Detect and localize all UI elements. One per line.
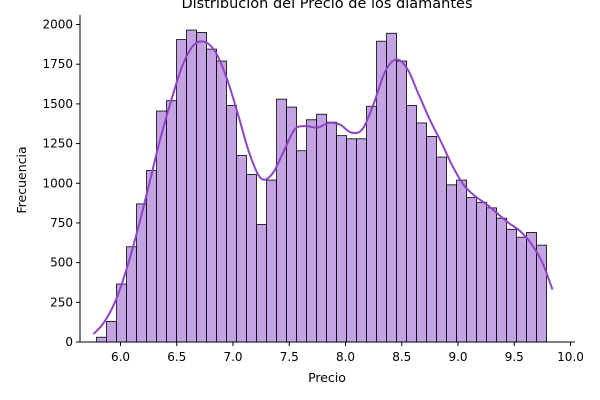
- y-tick-label: 0: [65, 335, 73, 349]
- histogram-bar: [306, 119, 317, 343]
- histogram-bar: [376, 40, 387, 343]
- histogram-bar: [226, 105, 237, 343]
- histogram-bar: [356, 138, 367, 343]
- histogram-bar: [476, 201, 487, 343]
- y-tick-label: 1750: [42, 57, 73, 71]
- histogram-bar: [346, 138, 357, 343]
- histogram-bar: [496, 217, 507, 343]
- histogram-bar: [466, 197, 477, 343]
- x-axis-label: Precio: [308, 370, 346, 385]
- x-tick-label: 8.5: [392, 350, 411, 364]
- histogram-bar: [256, 224, 267, 343]
- y-tick-label: 1250: [42, 137, 73, 151]
- histogram-bar: [416, 122, 427, 343]
- bars-group: [96, 29, 547, 343]
- histogram-bar: [456, 179, 467, 343]
- y-tick-label: 750: [50, 216, 73, 230]
- histogram-bar: [206, 48, 217, 343]
- x-tick-label: 9.5: [505, 350, 524, 364]
- histogram-bar: [386, 32, 397, 343]
- histogram-bar: [106, 320, 117, 343]
- histogram-bar: [96, 336, 107, 343]
- histogram-bar: [336, 135, 347, 343]
- histogram-bar: [246, 174, 257, 343]
- histogram-bar: [216, 60, 227, 343]
- x-tick-label: 7.0: [223, 350, 242, 364]
- x-tick-label: 9.0: [448, 350, 467, 364]
- y-tick-label: 500: [50, 256, 73, 270]
- x-tick-label: 10.0: [557, 350, 584, 364]
- histogram-bar: [196, 32, 207, 343]
- y-axis-label: Frecuencia: [14, 146, 29, 213]
- histogram-bar: [276, 98, 287, 343]
- y-tick-label: 250: [50, 295, 73, 309]
- y-ticks: 0 250 500 750 1000 1250 1500 1750 2000: [42, 18, 80, 349]
- x-tick-label: 6.5: [167, 350, 186, 364]
- histogram-bar: [516, 236, 527, 343]
- histogram-bar: [186, 29, 197, 343]
- x-tick-label: 6.0: [111, 350, 130, 364]
- histogram-bar: [266, 179, 277, 343]
- histogram-bar: [176, 39, 187, 343]
- y-tick-label: 2000: [42, 18, 73, 32]
- histogram-bar: [166, 100, 177, 343]
- histogram-bar: [296, 150, 307, 343]
- histogram-bar: [506, 228, 517, 343]
- kde-line: [92, 40, 554, 335]
- y-tick-label: 1500: [42, 97, 73, 111]
- histogram-bar: [426, 136, 437, 343]
- histogram-bar: [146, 170, 157, 343]
- histogram-bar: [316, 113, 327, 343]
- histogram-bar: [396, 60, 407, 343]
- y-tick-label: 1000: [42, 176, 73, 190]
- x-ticks: 6.0 6.5 7.0 7.5 8.0 8.5 9.0 9.5 10.0: [111, 342, 584, 364]
- histogram-bar: [436, 156, 447, 343]
- x-tick-label: 7.5: [280, 350, 299, 364]
- histogram-bar: [366, 105, 377, 343]
- x-tick-label: 8.0: [336, 350, 355, 364]
- histogram-bar: [236, 155, 247, 343]
- chart-title: Distribución del Precio de los diamantes: [181, 0, 472, 12]
- histogram-bar: [326, 121, 337, 343]
- histogram-bar: [446, 184, 457, 343]
- histogram-bar: [486, 207, 497, 343]
- histogram-bar: [406, 105, 417, 343]
